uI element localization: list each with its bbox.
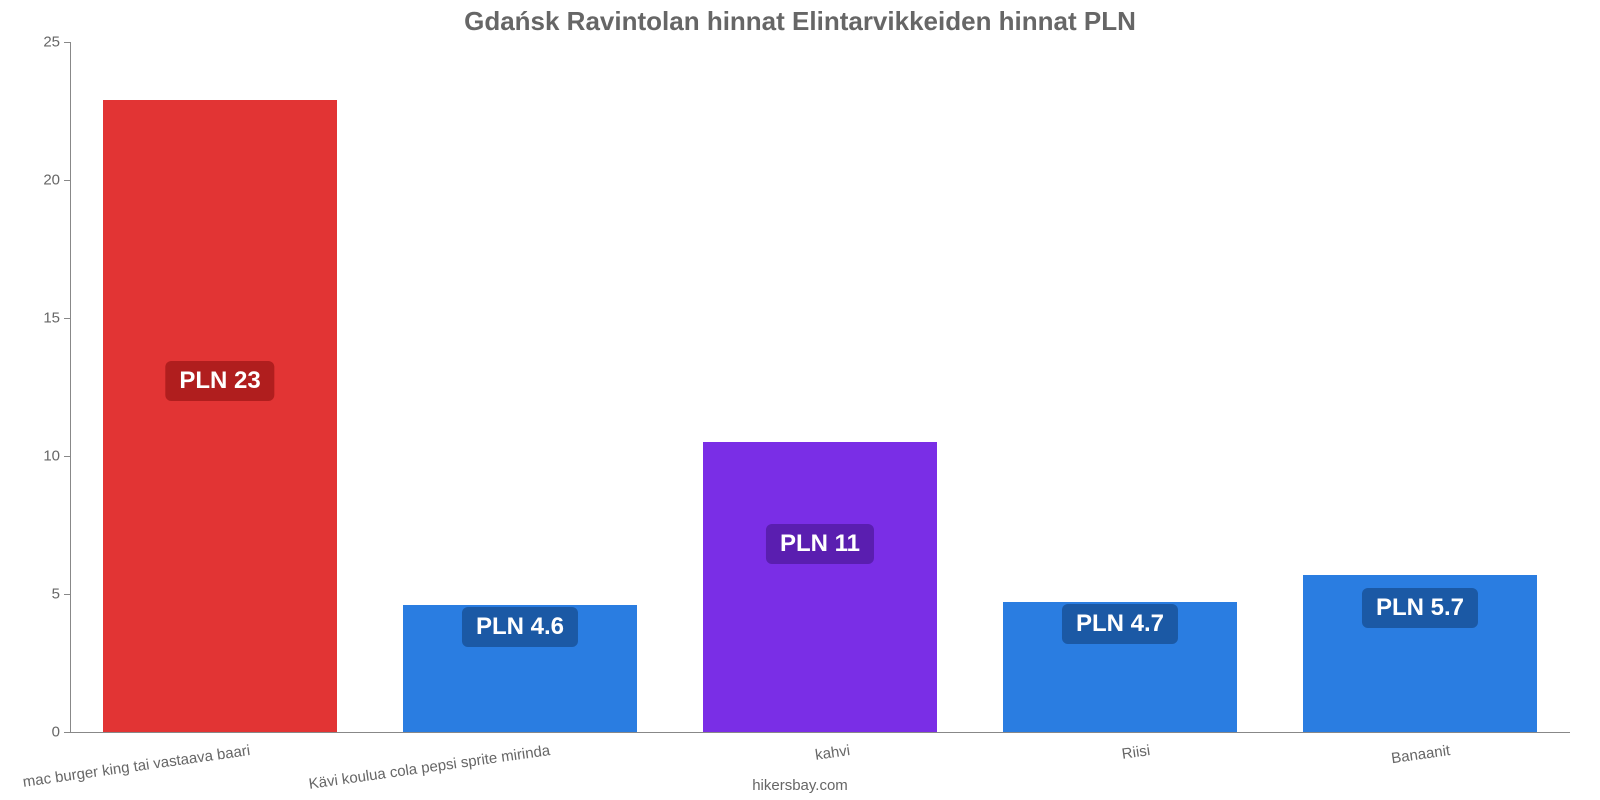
x-axis	[70, 732, 1570, 733]
y-tick-label: 15	[20, 310, 70, 327]
y-axis	[70, 42, 71, 732]
x-tick-label: kahvi	[814, 742, 851, 764]
y-tick-label: 5	[20, 586, 70, 603]
bar-value-label: PLN 5.7	[1362, 588, 1478, 628]
bar	[703, 442, 937, 732]
x-tick-label: Banaanit	[1390, 742, 1451, 767]
y-tick-mark	[64, 456, 70, 457]
bar-chart: Gdańsk Ravintolan hinnat Elintarvikkeide…	[0, 0, 1600, 800]
y-tick-label: 20	[20, 172, 70, 189]
bar-value-label: PLN 23	[165, 361, 274, 401]
bar-value-label: PLN 4.6	[462, 607, 578, 647]
y-tick-mark	[64, 180, 70, 181]
y-tick-mark	[64, 594, 70, 595]
bar	[103, 100, 337, 732]
plot-area: 0510152025PLN 23mac burger king tai vast…	[70, 42, 1570, 732]
y-tick-label: 25	[20, 34, 70, 51]
y-tick-label: 0	[20, 724, 70, 741]
bar-value-label: PLN 4.7	[1062, 604, 1178, 644]
chart-title: Gdańsk Ravintolan hinnat Elintarvikkeide…	[0, 0, 1600, 37]
x-tick-label: Riisi	[1121, 742, 1151, 763]
attribution-text: hikersbay.com	[0, 777, 1600, 794]
y-tick-label: 10	[20, 448, 70, 465]
y-tick-mark	[64, 732, 70, 733]
y-tick-mark	[64, 318, 70, 319]
bar-value-label: PLN 11	[766, 524, 874, 564]
y-tick-mark	[64, 42, 70, 43]
